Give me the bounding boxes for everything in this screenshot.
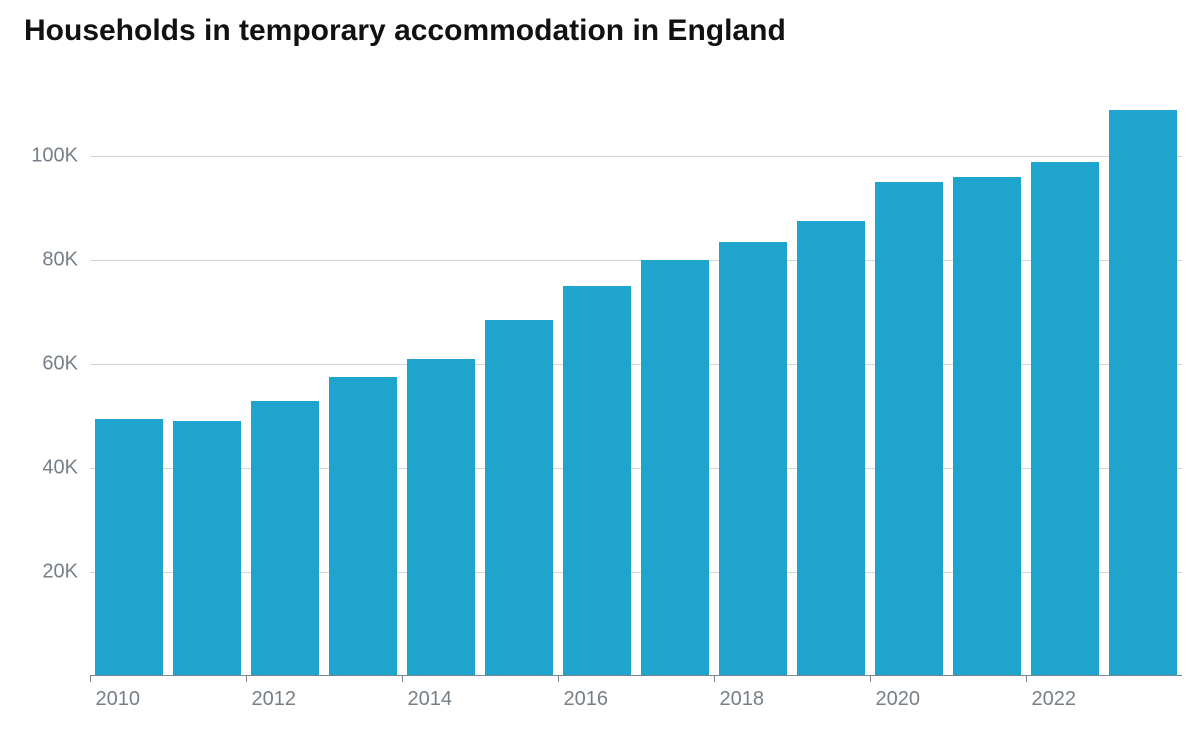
bar [875,182,942,676]
x-tick-mark [714,676,715,682]
y-tick-label: 40K [0,457,78,480]
bar [407,359,474,676]
x-tick-mark [870,676,871,682]
bar [95,419,162,676]
bar [329,377,396,676]
x-tick-label: 2012 [251,688,296,711]
y-tick-label: 60K [0,353,78,376]
x-tick-label: 2022 [1031,688,1076,711]
x-tick-mark [246,676,247,682]
chart-title: Households in temporary accommodation in… [24,14,786,48]
bar [1109,110,1176,676]
bars-layer [90,94,1182,676]
y-axis-tick-labels: 20K 40K 60K 80K 100K [0,94,78,676]
y-tick-label: 20K [0,561,78,584]
bar [797,221,864,676]
bar [173,421,240,676]
y-tick-label: 100K [0,145,78,168]
bar [485,320,552,676]
chart-container: Households in temporary accommodation in… [0,0,1200,742]
x-tick-mark [558,676,559,682]
x-tick-label: 2020 [875,688,920,711]
x-axis-tick-labels: 2010 2012 2014 2016 2018 2020 2022 [90,676,1182,726]
bar [641,260,708,676]
y-tick-label: 80K [0,249,78,272]
bar [953,177,1020,676]
plot-area [90,94,1182,676]
bar [251,401,318,676]
x-tick-label: 2010 [95,688,140,711]
bar [563,286,630,676]
bar [1031,162,1098,676]
bar [719,242,786,676]
x-tick-label: 2016 [563,688,608,711]
x-tick-label: 2018 [719,688,764,711]
x-tick-label: 2014 [407,688,452,711]
x-tick-mark [1026,676,1027,682]
x-tick-mark [402,676,403,682]
x-tick-mark [90,676,91,682]
